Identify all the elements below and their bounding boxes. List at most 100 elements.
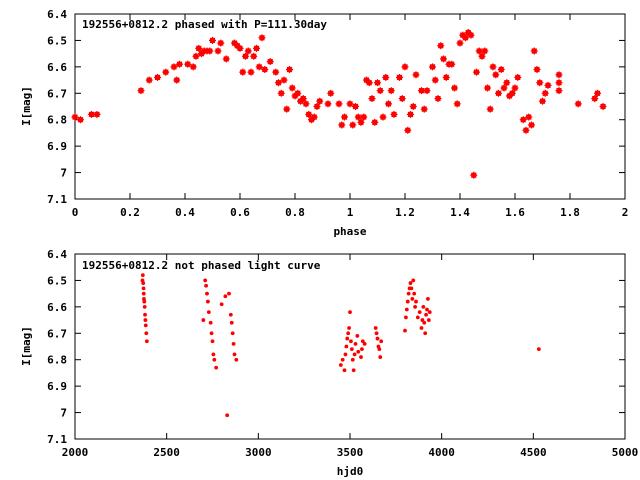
- data-point: [143, 312, 147, 317]
- data-point: [340, 112, 349, 122]
- chart-title: 192556+0812.2 phased with P=111.30day: [82, 18, 327, 31]
- data-point: [378, 355, 383, 359]
- data-point: [143, 323, 148, 328]
- data-point: [141, 291, 146, 296]
- data-point: [367, 94, 377, 103]
- x-tick-label: 3000: [245, 446, 272, 459]
- x-tick-label: 1: [347, 206, 354, 219]
- data-point: [530, 46, 539, 56]
- data-point: [370, 118, 379, 127]
- x-axis-label: phase: [333, 225, 366, 238]
- data-point: [205, 46, 214, 56]
- data-point: [598, 102, 608, 111]
- data-point: [524, 112, 533, 122]
- data-point: [214, 365, 219, 370]
- data-point: [373, 78, 382, 87]
- data-point: [404, 315, 408, 320]
- x-tick-label: 0.6: [230, 206, 250, 219]
- data-point: [409, 102, 418, 111]
- data-point: [225, 413, 230, 418]
- data-point: [425, 307, 429, 312]
- data-point: [480, 46, 489, 56]
- data-point: [532, 65, 542, 74]
- data-point: [266, 57, 275, 66]
- data-point: [535, 78, 544, 87]
- data-point: [543, 81, 553, 90]
- data-point: [271, 68, 280, 77]
- y-tick-label: 6.9: [47, 140, 67, 153]
- data-point: [260, 65, 269, 74]
- data-point: [574, 99, 583, 108]
- data-point: [442, 73, 451, 82]
- data-point: [323, 99, 333, 108]
- x-tick-label: 0.4: [175, 206, 195, 219]
- data-point: [244, 46, 253, 56]
- data-point: [355, 334, 360, 338]
- data-point: [491, 70, 500, 79]
- data-point: [227, 291, 231, 296]
- data-point: [315, 97, 324, 106]
- y-tick-label: 6.4: [47, 248, 67, 261]
- data-point: [249, 52, 258, 61]
- y-tick-label: 7.1: [47, 193, 67, 206]
- data-point: [406, 110, 415, 119]
- data-point: [349, 347, 354, 352]
- data-point: [403, 328, 407, 333]
- data-point: [414, 299, 418, 304]
- data-point: [412, 291, 417, 296]
- data-point: [140, 278, 145, 283]
- data-point: [142, 304, 147, 309]
- y-tick-label: 6.7: [47, 327, 67, 340]
- data-point: [450, 83, 459, 93]
- y-axis-label: I[mag]: [20, 86, 33, 126]
- data-point: [203, 278, 208, 283]
- data-point: [360, 339, 365, 344]
- data-point: [208, 320, 213, 325]
- data-point: [486, 105, 495, 114]
- data-point: [439, 54, 448, 64]
- data-point: [395, 73, 404, 82]
- data-point: [153, 73, 162, 82]
- x-tick-label: 2: [622, 206, 629, 219]
- data-point: [488, 62, 498, 71]
- data-point: [161, 68, 170, 77]
- y-tick-label: 6.8: [47, 114, 67, 127]
- data-point: [209, 331, 214, 336]
- data-point: [204, 283, 208, 288]
- data-point: [293, 89, 302, 98]
- data-point: [413, 304, 417, 309]
- data-point: [143, 318, 148, 322]
- data-point: [136, 86, 146, 95]
- data-point: [415, 315, 420, 320]
- y-tick-label: 6.6: [47, 301, 67, 314]
- y-tick-label: 7.1: [47, 433, 67, 446]
- data-point: [349, 339, 353, 344]
- data-point: [427, 310, 432, 315]
- data-point: [384, 99, 393, 108]
- data-point: [541, 89, 550, 98]
- data-point: [282, 105, 291, 114]
- data-point: [400, 62, 410, 71]
- data-point: [344, 344, 349, 349]
- data-point: [379, 339, 384, 344]
- data-point: [455, 38, 465, 48]
- data-point: [419, 326, 424, 330]
- data-point: [212, 357, 217, 362]
- data-point: [536, 347, 541, 352]
- y-tick-label: 6.7: [47, 87, 67, 100]
- data-point: [345, 336, 350, 341]
- data-point: [189, 62, 198, 71]
- y-axis-ticks: 6.4 6.5 6.6 6.7 6.8 6.9 7 7.1: [47, 8, 625, 206]
- chart-title: 192556+0812.2 not phased light curve: [82, 259, 321, 272]
- x-tick-label: 3500: [337, 446, 364, 459]
- data-point: [288, 83, 297, 93]
- data-point: [92, 110, 102, 119]
- plot-frame: [74, 253, 626, 440]
- data-point: [554, 78, 564, 87]
- data-point: [420, 318, 425, 322]
- data-point: [494, 89, 503, 98]
- data-point: [483, 83, 492, 93]
- data-point: [216, 38, 225, 48]
- data-point: [301, 99, 311, 108]
